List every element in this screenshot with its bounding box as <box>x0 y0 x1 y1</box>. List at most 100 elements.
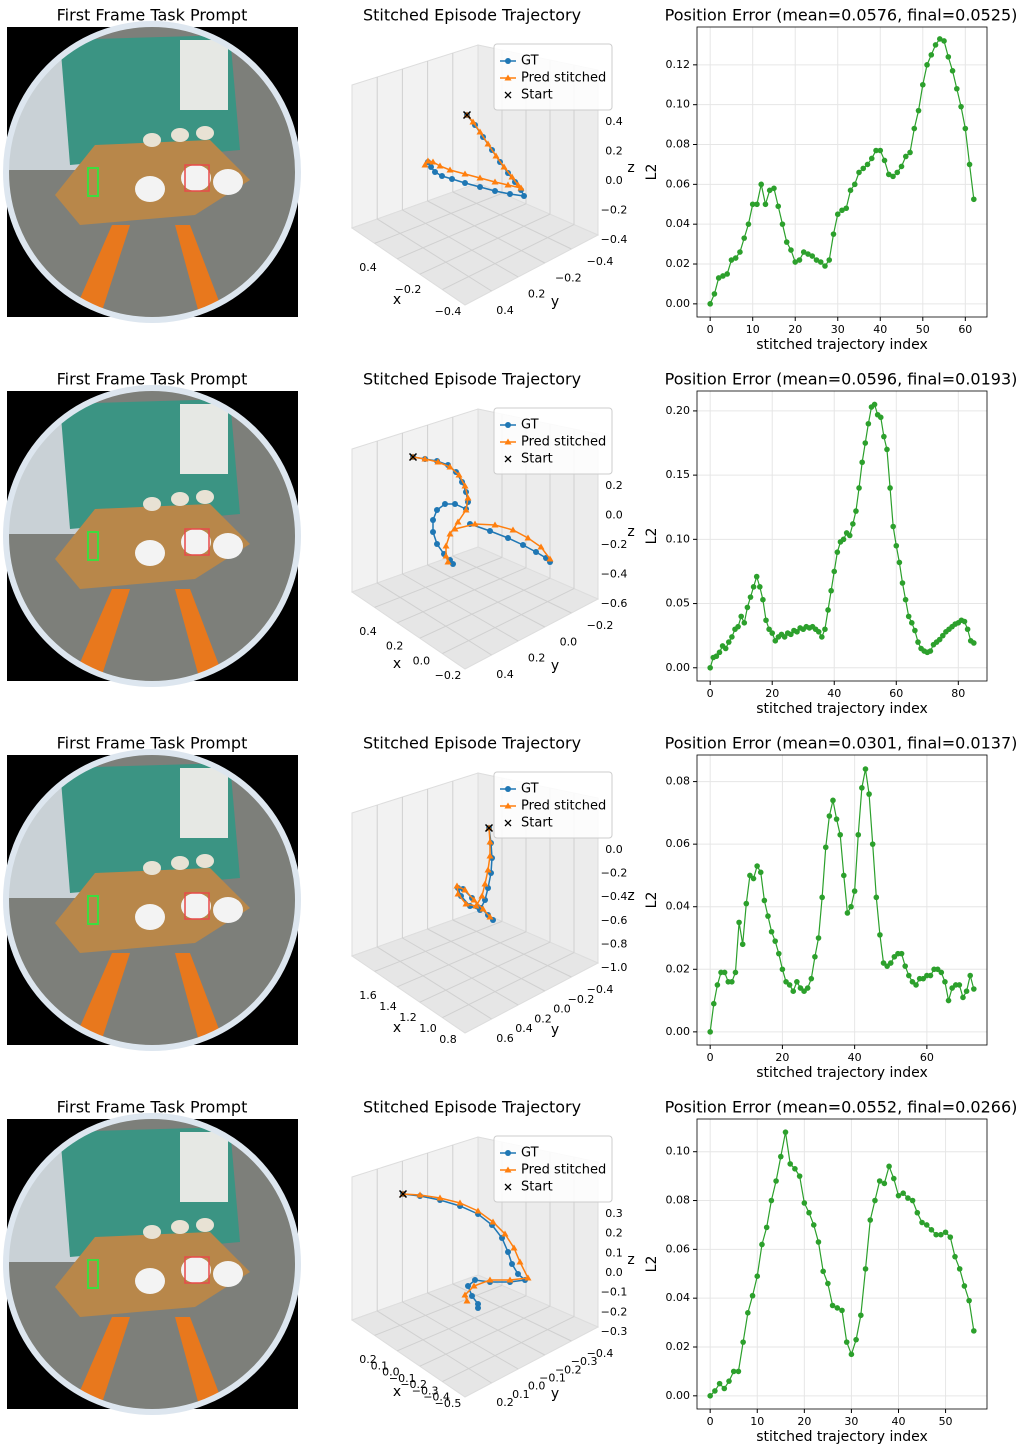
error-point <box>866 791 872 797</box>
error-point <box>902 153 909 160</box>
error-point <box>716 649 723 656</box>
error-point <box>881 157 888 164</box>
error-point <box>786 982 793 988</box>
legend-label: GT <box>521 54 539 69</box>
y-tick-label: 0.06 <box>666 1242 691 1255</box>
plate <box>181 893 211 919</box>
error-point <box>815 1239 822 1245</box>
plate <box>135 176 165 202</box>
error-point <box>868 155 875 162</box>
error-point <box>834 549 841 555</box>
error-point <box>820 1268 826 1275</box>
error-point <box>716 1380 723 1387</box>
error-point <box>936 636 943 643</box>
pred-point <box>453 882 461 889</box>
error-point <box>971 986 977 992</box>
error-point <box>956 1266 963 1272</box>
error-point <box>945 997 952 1004</box>
legend-marker <box>504 455 512 463</box>
y-tick-label: 0.4 <box>515 1022 533 1035</box>
pane-grid <box>374 556 503 608</box>
error-point <box>725 639 732 645</box>
gt-point <box>492 188 498 194</box>
floor-stripe <box>175 589 225 681</box>
red-box <box>184 1256 210 1284</box>
error-point <box>887 960 894 966</box>
y-tick-label: 0.0 <box>560 635 578 648</box>
y-tick-label: 0.6 <box>496 1032 514 1045</box>
error-point <box>732 969 739 976</box>
error-point <box>782 1129 789 1135</box>
error-point <box>822 263 828 269</box>
error-point <box>788 247 794 253</box>
error-point <box>822 626 828 633</box>
y-tick-label: 0.02 <box>666 1340 691 1353</box>
error-point <box>790 988 797 994</box>
error-point <box>893 542 900 549</box>
error-point <box>761 897 768 904</box>
error-point <box>971 640 977 646</box>
pred-point <box>484 866 492 873</box>
error-point <box>927 972 934 979</box>
error-point <box>961 1283 968 1289</box>
y-axis-label: L2 <box>644 1256 660 1273</box>
x-tick-label: 30 <box>831 323 845 336</box>
x-tick-label: 0.8 <box>439 1033 457 1046</box>
error-point <box>794 979 800 985</box>
pred-point <box>479 905 487 912</box>
error-point <box>834 1305 841 1311</box>
legend-label: Start <box>521 1180 553 1195</box>
error-point <box>787 1161 794 1167</box>
pred-point <box>424 157 432 164</box>
error-point <box>792 1165 798 1172</box>
error-point <box>937 36 943 42</box>
error-point <box>777 1153 784 1160</box>
gt-point <box>432 169 438 175</box>
lens-rim <box>3 21 301 323</box>
x-tick-label: 50 <box>916 323 930 336</box>
error-point <box>826 257 833 263</box>
error-point <box>869 841 876 847</box>
error-point <box>923 1222 930 1228</box>
error-point <box>924 62 930 68</box>
error-point <box>775 950 782 957</box>
gt-point <box>452 501 458 507</box>
z-tick-label: 0.4 <box>605 115 623 128</box>
error-point <box>730 1368 737 1375</box>
error-point <box>859 785 865 791</box>
green-box <box>87 531 99 561</box>
error-point <box>851 181 858 188</box>
x-tick-label: 0.1 <box>371 1359 389 1372</box>
x-tick-label: −0.1 <box>389 1372 416 1385</box>
error-point <box>763 617 769 624</box>
pred-point <box>421 455 429 462</box>
error-point <box>906 972 912 979</box>
bowl <box>143 133 161 147</box>
y-tick-label: 0.2 <box>528 288 546 301</box>
x-tick-label: 0.2 <box>359 1353 377 1366</box>
legend-label: Start <box>521 452 553 467</box>
pred-point <box>464 494 472 501</box>
legend-label: Pred stitched <box>521 1163 606 1178</box>
bowl <box>196 126 214 140</box>
error-point <box>766 626 772 633</box>
error-point <box>804 985 811 991</box>
floor-stripe <box>72 589 130 681</box>
x-tick-label: 0.2 <box>386 640 404 653</box>
pane-grid <box>376 946 492 1020</box>
pred-point <box>470 1282 478 1289</box>
error-point <box>796 257 803 263</box>
pred-point <box>486 913 494 920</box>
y-axis-label: L2 <box>644 164 660 181</box>
pred-point <box>491 178 499 185</box>
x-axis-label: stitched trajectory index <box>756 701 928 717</box>
x-tick-label: −0.2 <box>435 669 462 682</box>
pred-point <box>442 552 450 559</box>
pane-grid <box>397 203 527 260</box>
plate <box>135 1268 165 1294</box>
green-box <box>87 167 99 197</box>
y-tick-label: 0.0 <box>553 1003 571 1016</box>
floor-pane <box>350 546 600 670</box>
error-point <box>881 1180 888 1187</box>
error-point <box>862 766 869 772</box>
